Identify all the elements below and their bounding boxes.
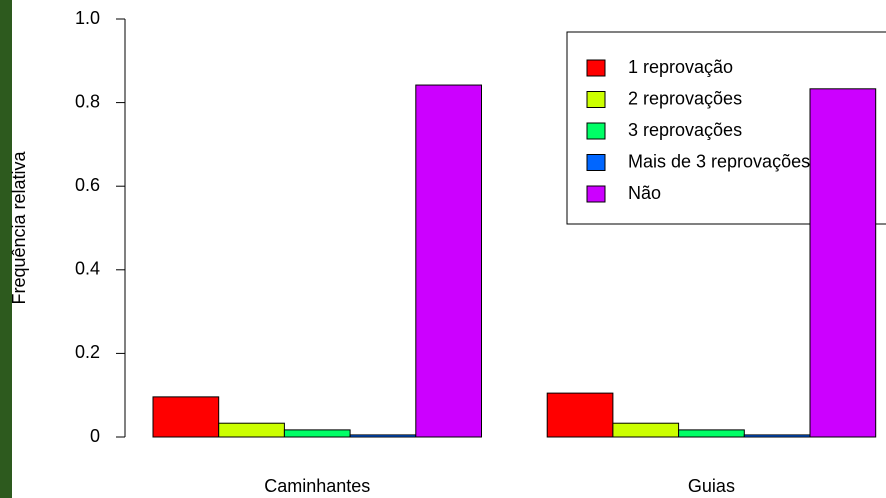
bar bbox=[612, 422, 680, 438]
x-tick-label: Caminhantes bbox=[264, 476, 370, 496]
bar bbox=[546, 392, 614, 438]
y-tick-label: 0 bbox=[90, 426, 100, 446]
legend-swatch bbox=[586, 91, 606, 108]
y-tick-label: 0.4 bbox=[75, 259, 100, 279]
y-tick-label: 0.8 bbox=[75, 91, 100, 111]
y-axis-label: Frequência relativa bbox=[9, 150, 29, 304]
legend-label: 3 reprovações bbox=[628, 120, 742, 140]
legend-label: 2 reprovações bbox=[628, 88, 742, 108]
legend-label: 1 reprovação bbox=[628, 57, 733, 77]
y-tick-label: 0.6 bbox=[75, 175, 100, 195]
legend-swatch bbox=[586, 185, 606, 203]
bar bbox=[678, 429, 745, 438]
y-tick-label: 1.0 bbox=[75, 8, 100, 28]
bar bbox=[415, 84, 482, 438]
legend-swatch bbox=[586, 122, 606, 140]
side-strip bbox=[0, 0, 12, 498]
bar bbox=[809, 88, 877, 438]
x-tick-label: Guias bbox=[688, 476, 735, 496]
bar bbox=[283, 429, 351, 438]
y-tick-label: 0.2 bbox=[75, 342, 100, 362]
legend-label: Não bbox=[628, 183, 661, 203]
bar bbox=[349, 434, 417, 438]
bar bbox=[152, 396, 220, 438]
legend-swatch bbox=[586, 59, 606, 77]
bar bbox=[218, 422, 285, 438]
legend-label: Mais de 3 reprovações bbox=[628, 151, 810, 171]
bar bbox=[743, 434, 811, 438]
legend-swatch bbox=[586, 154, 606, 171]
